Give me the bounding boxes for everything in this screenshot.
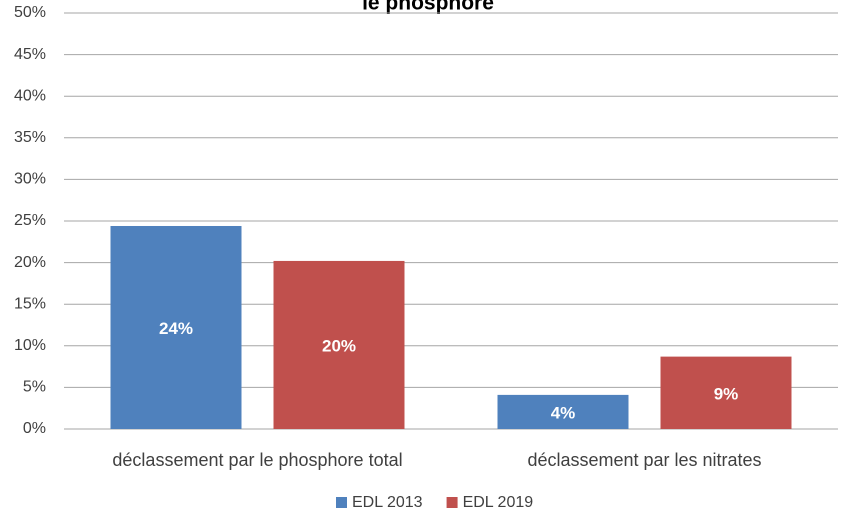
bar [110,225,242,429]
y-tick-label: 0% [23,420,46,437]
y-tick-label: 45% [14,46,46,63]
y-tick-label: 30% [14,171,46,188]
y-tick-label: 50% [14,4,46,21]
legend-label: EDL 2013 [352,494,423,511]
data-label: 9% [714,384,739,403]
y-tick-label: 25% [14,212,46,229]
bar [497,394,629,429]
y-tick-label: 20% [14,254,46,271]
data-label: 24% [159,319,193,338]
y-tick-label: 40% [14,87,46,104]
legend-swatch [336,497,347,508]
chart-title: le phosphore [362,0,494,15]
y-tick-label: 35% [14,129,46,146]
bar [660,356,792,429]
y-tick-label: 5% [23,379,46,396]
bar [273,260,405,429]
legend-swatch [446,497,458,508]
x-tick-label: déclassement par le phosphore total [112,450,402,470]
y-tick-label: 10% [14,337,46,354]
data-label: 20% [322,336,356,355]
x-tick-label: déclassement par les nitrates [527,450,761,470]
legend-label: EDL 2019 [463,494,534,511]
y-tick-label: 15% [14,295,46,312]
data-label: 4% [551,403,576,422]
